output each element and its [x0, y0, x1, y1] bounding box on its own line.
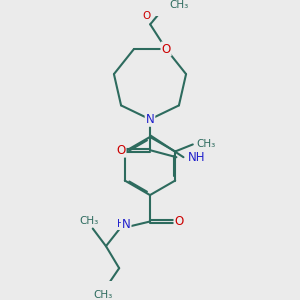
- Text: NH: NH: [188, 151, 206, 164]
- Text: O: O: [161, 43, 171, 56]
- Text: O: O: [142, 11, 151, 20]
- Text: CH₃: CH₃: [80, 216, 99, 226]
- Text: H: H: [117, 219, 125, 229]
- Text: O: O: [174, 215, 184, 228]
- Text: CH₃: CH₃: [94, 290, 113, 300]
- Text: CH₃: CH₃: [196, 140, 216, 149]
- Text: CH₃: CH₃: [169, 0, 189, 10]
- Text: N: N: [122, 218, 130, 231]
- Text: N: N: [146, 113, 154, 126]
- Text: O: O: [116, 144, 126, 157]
